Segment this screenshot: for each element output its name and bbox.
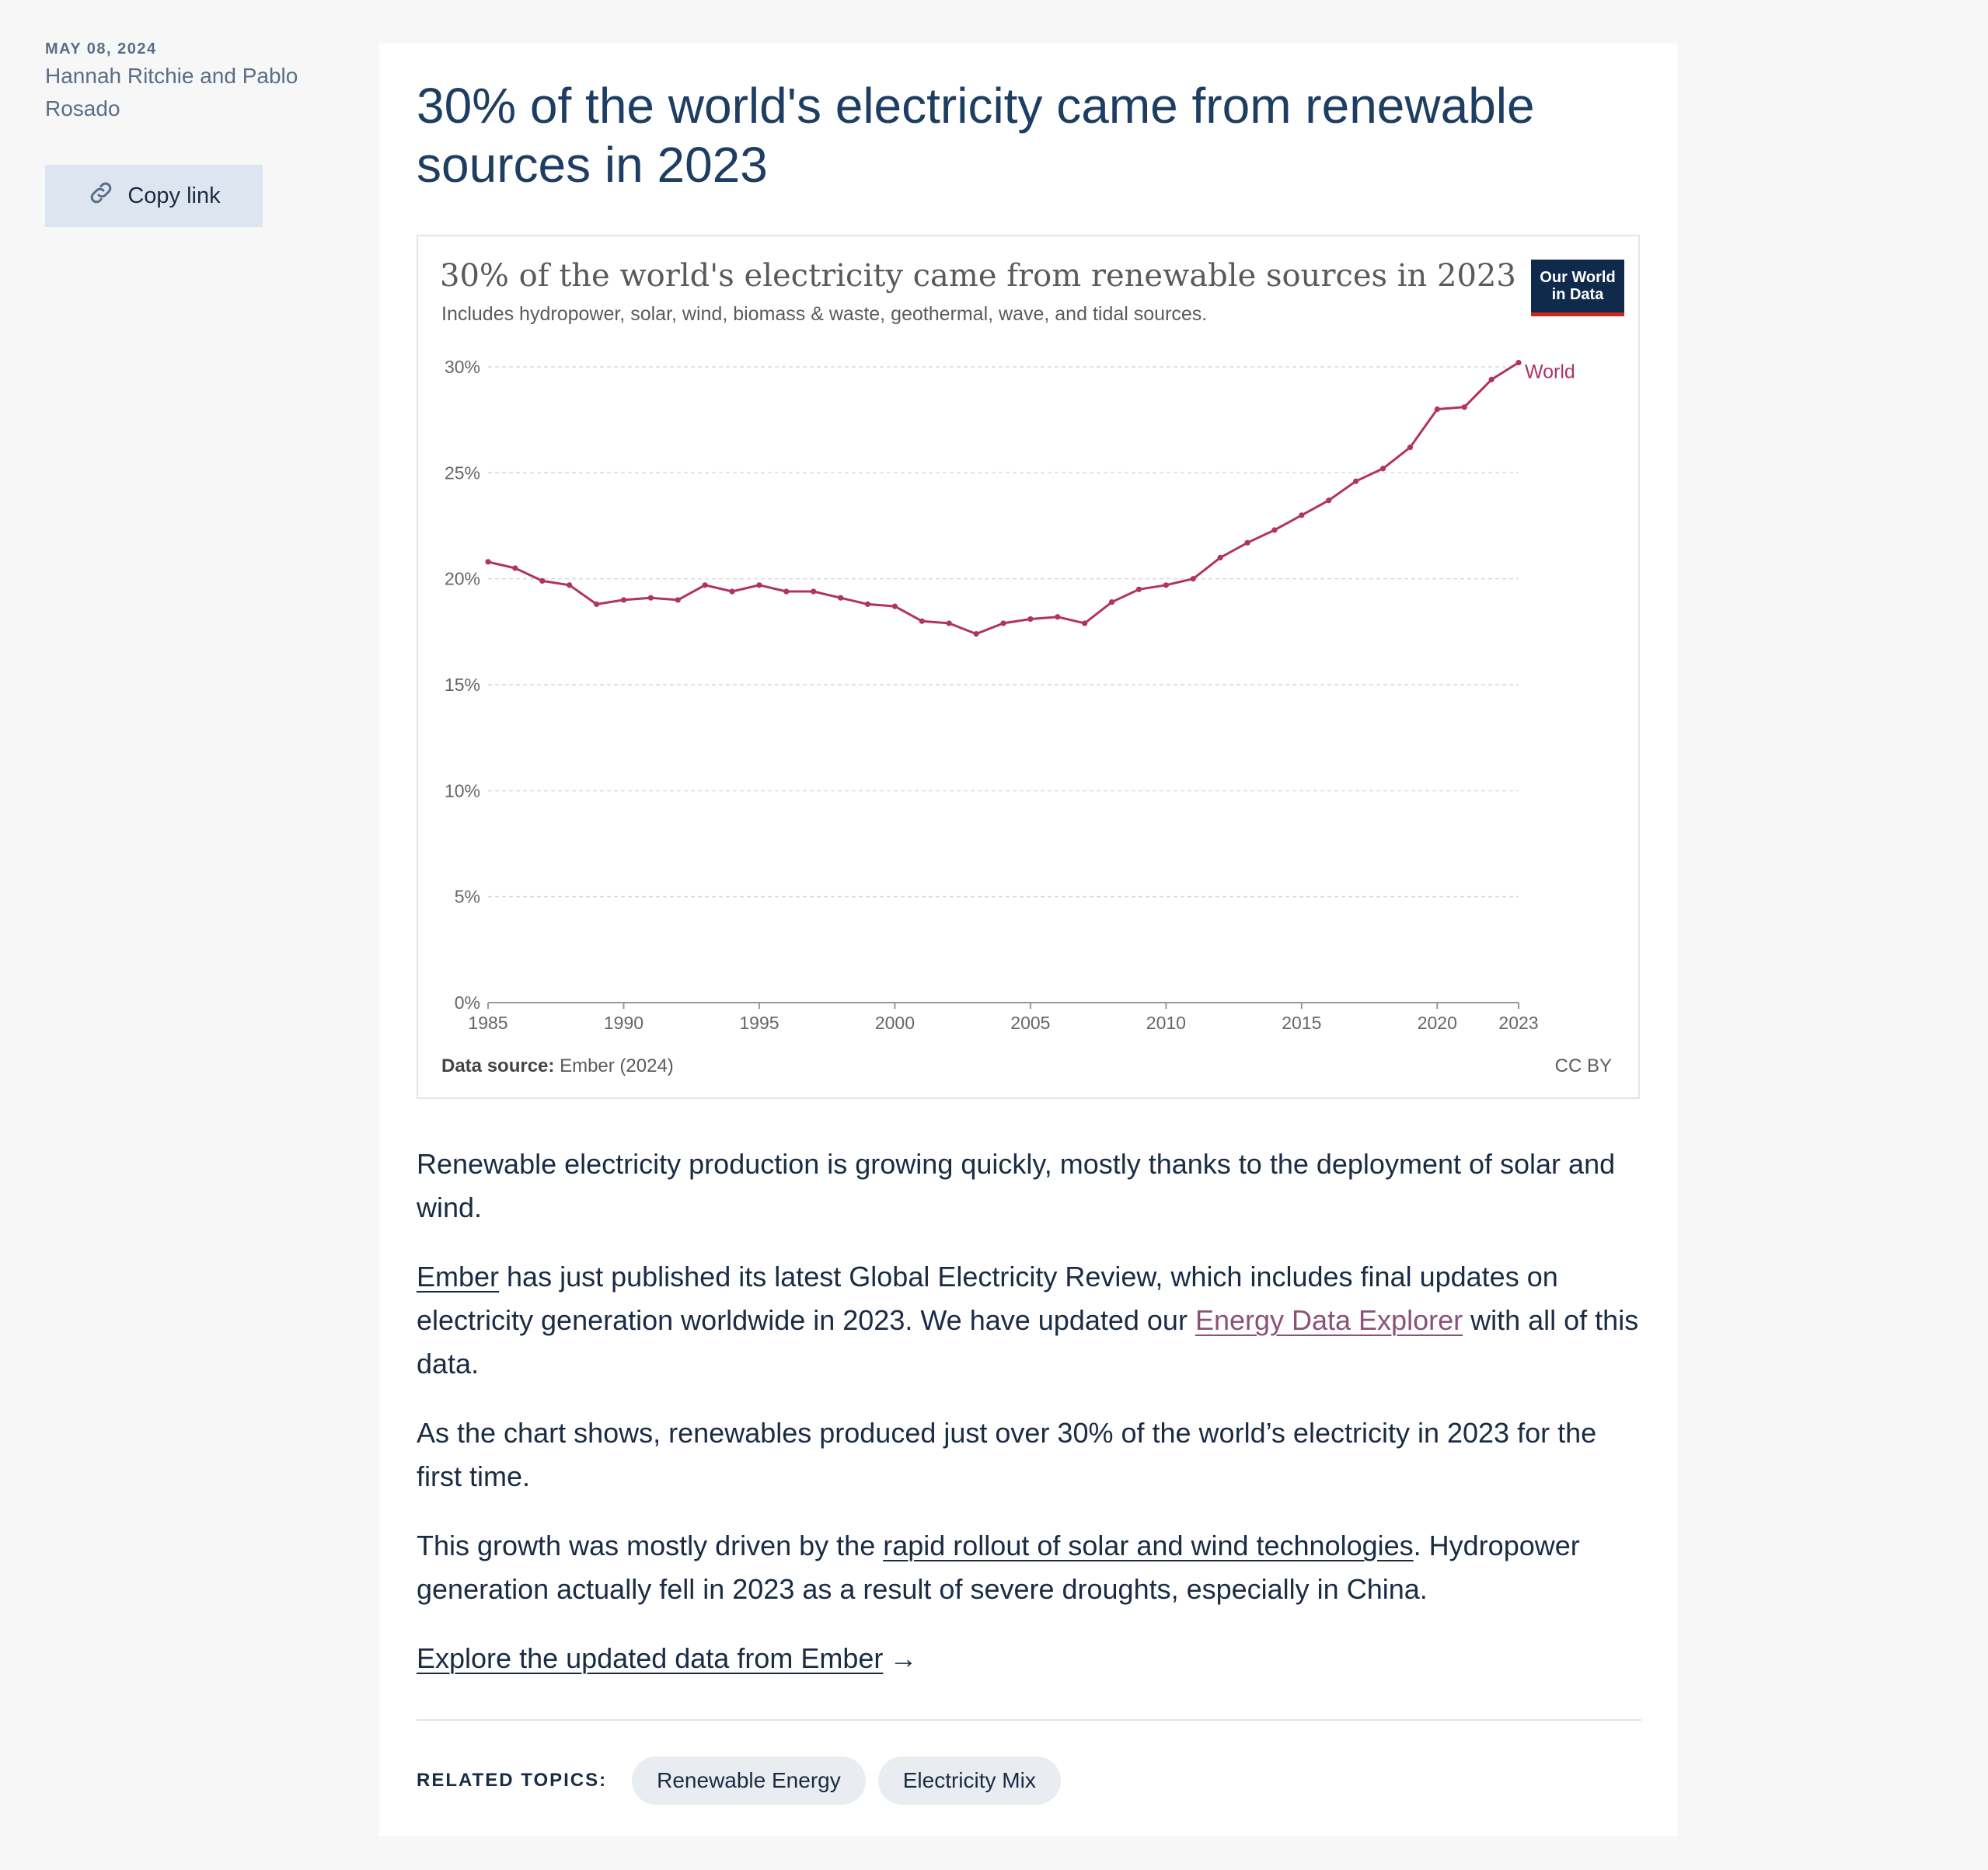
data-point [512, 565, 518, 571]
data-point [811, 588, 817, 595]
article-body: Renewable electricity production is grow… [417, 1143, 1641, 1706]
series-label-world: World [1525, 361, 1575, 383]
data-point [1353, 478, 1359, 484]
authors: Hannah Ritchie and Pablo Rosado [45, 64, 298, 120]
data-point [838, 595, 844, 601]
paragraph-4-text-1: This growth was mostly driven by the [417, 1530, 884, 1561]
topic-pill-renewable-energy[interactable]: Renewable Energy [632, 1757, 866, 1805]
divider [417, 1719, 1641, 1721]
license[interactable]: CC BY [1554, 1055, 1612, 1076]
x-tick-label: 2010 [1146, 1013, 1186, 1033]
data-point [1135, 586, 1142, 592]
y-tick-label: 25% [445, 462, 480, 483]
chart-title: 30% of the world's electricity came from… [440, 258, 1516, 294]
x-tick-label: 1995 [739, 1013, 779, 1033]
data-source-value[interactable]: Ember (2024) [560, 1055, 674, 1076]
data-point [675, 597, 681, 603]
publish-date: MAY 08, 2024 [45, 40, 157, 58]
data-point [593, 601, 600, 607]
data-point [1108, 599, 1115, 605]
data-point [1461, 404, 1467, 410]
topic-pill-electricity-mix[interactable]: Electricity Mix [877, 1757, 1061, 1805]
data-source-label: Data source: [441, 1055, 555, 1076]
x-tick-label: 2020 [1418, 1013, 1457, 1033]
data-point [1055, 614, 1061, 620]
data-point [756, 582, 762, 588]
paragraph-1: Renewable electricity production is grow… [417, 1148, 1616, 1223]
link-icon [87, 179, 115, 213]
data-point [702, 582, 708, 588]
related-topics-label: RELATED TOPICS: [417, 1770, 608, 1791]
data-source: Data source: Ember (2024) [441, 1055, 674, 1077]
data-point [783, 588, 790, 595]
data-point [485, 559, 491, 565]
data-point [620, 597, 627, 603]
data-point [647, 595, 654, 601]
data-point [1379, 466, 1386, 472]
article-card: 30% of the world's electricity came from… [379, 44, 1677, 1836]
y-tick-label: 15% [445, 675, 480, 695]
paragraph-2-text-2: with all of this data. [417, 1304, 1639, 1380]
data-point [973, 630, 979, 637]
y-tick-label: 30% [445, 357, 480, 377]
explore-ember-link[interactable]: Explore the updated data from Ember [417, 1642, 884, 1674]
chart-container[interactable]: 30% of the world's electricity came from… [417, 235, 1640, 1099]
data-point [1326, 497, 1332, 504]
paragraph-2-text-1: has just published its latest Global Ele… [417, 1261, 1558, 1336]
related-topics: RELATED TOPICS: Renewable Energy Electri… [417, 1757, 1061, 1805]
data-point [1407, 445, 1414, 451]
data-point [946, 620, 952, 626]
y-tick-label: 5% [455, 887, 480, 907]
x-tick-label: 2000 [875, 1013, 915, 1033]
data-point [1271, 527, 1278, 533]
copy-link-label: Copy link [127, 183, 221, 208]
chart-subtitle: Includes hydropower, solar, wind, biomas… [441, 303, 1208, 325]
data-point [864, 601, 871, 607]
data-point [539, 577, 546, 584]
data-point [919, 618, 925, 624]
data-point [1488, 376, 1494, 382]
solar-wind-rollout-link[interactable]: rapid rollout of solar and wind technolo… [883, 1530, 1414, 1561]
paragraph-4: This growth was mostly driven by the rap… [417, 1524, 1641, 1611]
data-point [1434, 406, 1440, 413]
data-point [1082, 620, 1088, 626]
y-tick-label: 10% [445, 780, 480, 801]
x-tick-label: 2015 [1282, 1013, 1321, 1033]
owid-logo[interactable]: Our World in Data [1531, 260, 1624, 316]
y-tick-label: 20% [445, 569, 480, 589]
owid-logo-text: Our World in Data [1540, 269, 1616, 303]
series-line-world [487, 361, 1519, 636]
x-tick-label: 1985 [468, 1013, 507, 1033]
data-point [1027, 616, 1034, 623]
data-point [729, 588, 735, 595]
paragraph-3: As the chart shows, renewables produced … [417, 1417, 1597, 1492]
arrow-right-icon: → [889, 1642, 918, 1674]
article-meta: MAY 08, 2024 Hannah Ritchie and Pablo Ro… [45, 40, 340, 125]
x-tick-label: 2023 [1498, 1013, 1538, 1033]
data-point [1000, 620, 1006, 626]
data-point [1190, 576, 1196, 582]
copy-link-button[interactable]: Copy link [45, 165, 263, 227]
paragraph-4-text-2: . Hydropower generation actually fell in… [417, 1530, 1580, 1605]
explore-cta: Explore the updated data from Ember → [417, 1637, 1641, 1680]
data-point [1163, 582, 1169, 588]
ember-link[interactable]: Ember [417, 1261, 500, 1293]
data-point [1244, 539, 1250, 546]
paragraph-2: Ember has just published its latest Glob… [417, 1255, 1641, 1386]
y-tick-label: 0% [455, 993, 480, 1013]
x-tick-label: 2005 [1010, 1013, 1050, 1033]
data-point [1515, 359, 1522, 366]
data-point [891, 603, 898, 609]
data-point [1217, 554, 1223, 560]
page-title: 30% of the world's electricity came from… [417, 78, 1535, 193]
data-point [567, 582, 573, 588]
line-chart: 0% 5% 10% 15% 20% 25% 30% 1985 1990 1995 2000 2005 2… [445, 357, 1575, 1033]
x-tick-label: 1990 [604, 1013, 643, 1033]
data-point [1299, 512, 1305, 518]
energy-data-explorer-link[interactable]: Energy Data Explorer [1195, 1304, 1463, 1336]
